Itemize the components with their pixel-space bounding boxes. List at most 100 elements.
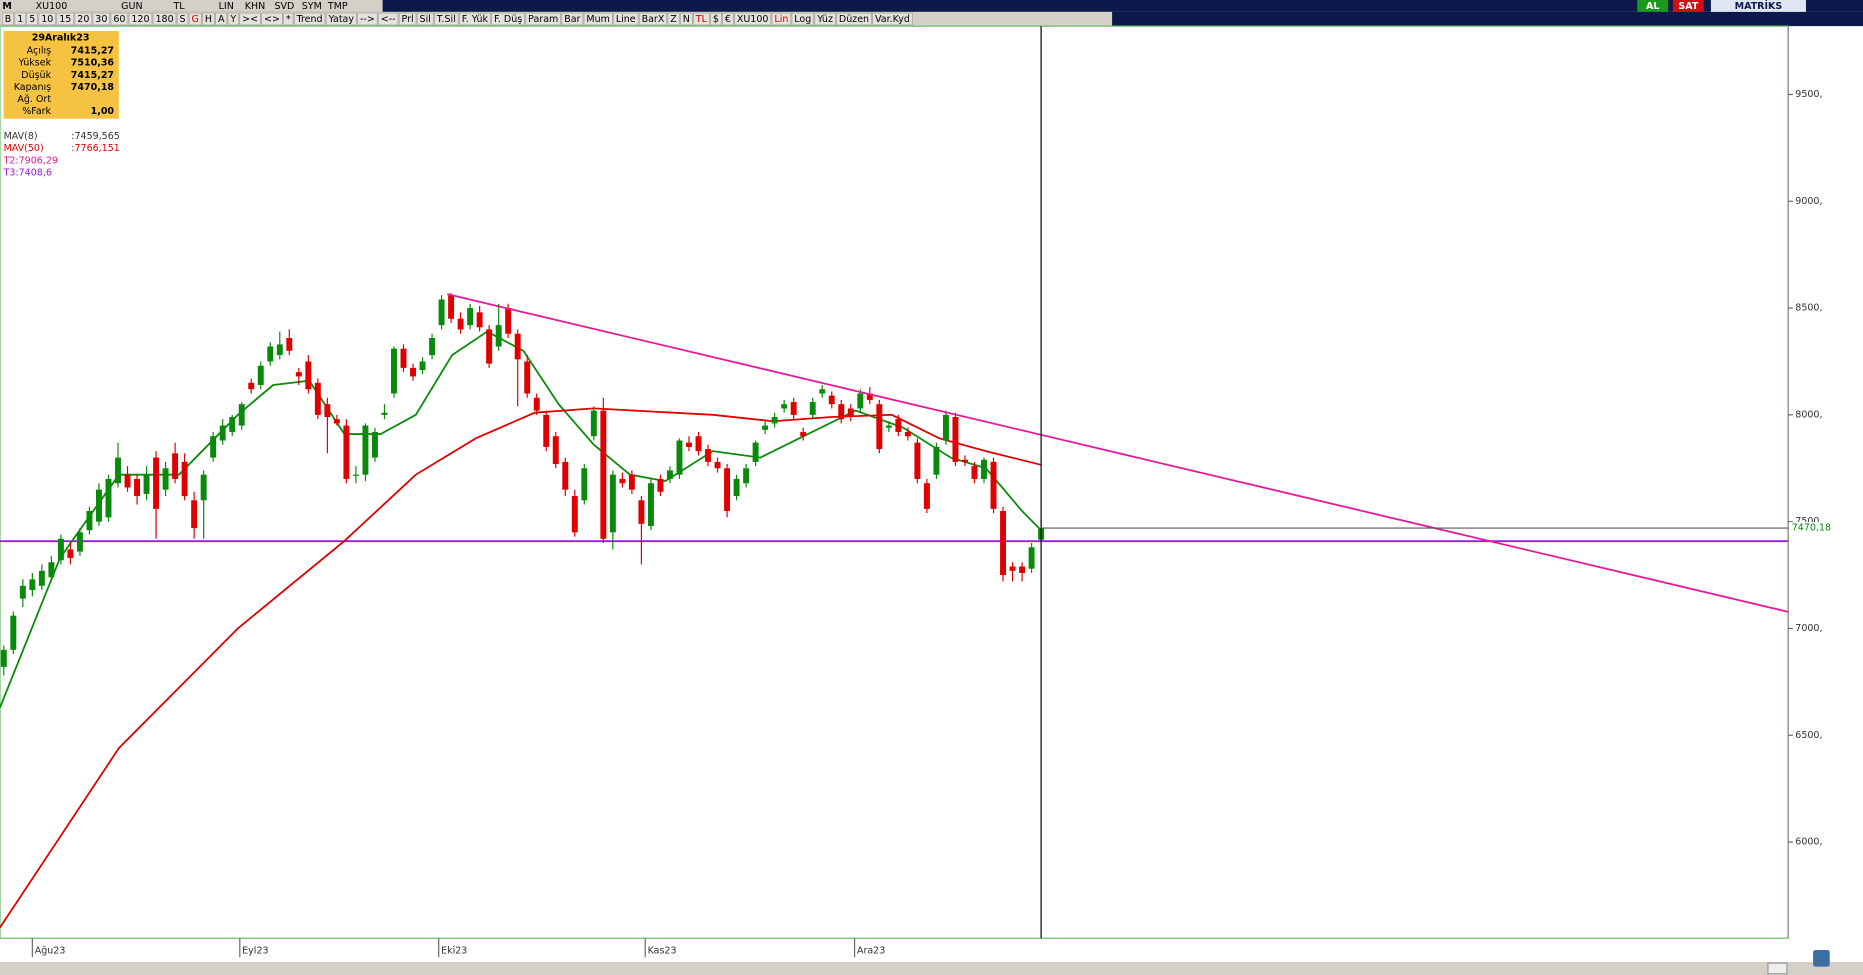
toolbar-button[interactable]: Bar [564,14,580,25]
toolbar-button[interactable]: Yatay [328,14,355,25]
toolbar-button[interactable]: LIN [219,1,234,12]
toolbar-button[interactable]: * [286,14,291,25]
toolbar-action-bg[interactable] [1672,0,1704,12]
toolbar-button-bg[interactable] [416,12,434,26]
toolbar-button-bg[interactable] [239,12,261,26]
toolbar-button[interactable]: H [205,14,212,25]
toolbar-button-bg[interactable] [293,12,326,26]
refresh-icon[interactable] [1813,950,1830,967]
toolbar-button-bg[interactable] [734,12,772,26]
toolbar-button-bg[interactable] [872,12,913,26]
toolbar-button-bg[interactable] [357,12,378,26]
toolbar-button-bg[interactable] [722,12,734,26]
toolbar-button[interactable]: Y [229,14,236,25]
toolbar-button[interactable]: Lin [774,14,788,25]
toolbar-button[interactable]: A [218,14,225,25]
scroll-button[interactable] [1767,962,1788,975]
toolbar-button[interactable]: T.Sil [436,14,456,25]
toolbar-button[interactable]: M [2,1,11,12]
toolbar-button-bg[interactable] [2,12,14,26]
toolbar-button-bg[interactable] [38,12,56,26]
toolbar-button-bg[interactable] [152,12,177,26]
toolbar-button[interactable]: TL [695,14,708,25]
toolbar-button-bg[interactable] [836,12,872,26]
toolbar-button-bg[interactable] [202,12,215,26]
toolbar-button[interactable]: 20 [77,14,89,25]
toolbar-button[interactable]: F. Yük [462,14,489,25]
toolbar-button-bg[interactable] [74,12,93,26]
toolbar-button-bg[interactable] [667,12,680,26]
toolbar-button-bg[interactable] [680,12,693,26]
toolbar-button-bg[interactable] [56,12,75,26]
toolbar-button[interactable]: XU100 [36,1,68,12]
toolbar-button[interactable]: GUN [121,1,142,12]
toolbar-button-bg[interactable] [434,12,459,26]
toolbar-button[interactable]: Param [528,14,558,25]
toolbar-button[interactable]: Sil [420,14,431,25]
toolbar-button-bg[interactable] [459,12,491,26]
toolbar-button-bg[interactable] [188,12,202,26]
toolbar-button[interactable]: SVD [274,1,294,12]
toolbar-button[interactable]: TMP [327,1,348,12]
toolbar-button[interactable]: <> [264,14,280,25]
toolbar-button[interactable]: Z [670,14,677,25]
toolbar-button[interactable]: 120 [131,14,149,25]
toolbar-button-bg[interactable] [227,12,239,26]
toolbar-button[interactable]: Prl [402,14,414,25]
toolbar-button[interactable]: 15 [59,14,71,25]
toolbar-button[interactable]: 180 [155,14,173,25]
toolbar-button[interactable]: Yüz [816,14,833,25]
toolbar-action[interactable]: AL [1646,1,1659,12]
toolbar-button-bg[interactable] [283,12,294,26]
toolbar-button-bg[interactable] [261,12,283,26]
toolbar-button-bg[interactable] [215,12,228,26]
toolbar-button[interactable]: B [5,14,12,25]
toolbar-button-bg[interactable] [638,12,668,26]
toolbar-button-bg[interactable] [561,12,584,26]
toolbar-button[interactable]: Trend [296,14,323,25]
toolbar-button-bg[interactable] [128,12,153,26]
toolbar-button[interactable]: $ [713,14,719,25]
toolbar-button[interactable]: 30 [95,14,107,25]
toolbar-button-bg[interactable] [92,12,111,26]
toolbar-button-bg[interactable] [693,12,710,26]
toolbar-button[interactable]: <-- [381,14,396,25]
toolbar-button-bg[interactable] [771,12,792,26]
toolbar-button[interactable]: G [192,14,199,25]
toolbar-button[interactable]: KHN [245,1,265,12]
toolbar-button-bg[interactable] [325,12,357,26]
toolbar-button-bg[interactable] [583,12,613,26]
toolbar-button[interactable]: 5 [29,14,35,25]
toolbar-button-bg[interactable] [814,12,836,26]
toolbar-action-bg[interactable] [1637,0,1669,12]
toolbar-button[interactable]: --> [360,14,375,25]
toolbar-button[interactable]: S [180,14,186,25]
toolbar-button[interactable]: TL [172,1,185,12]
toolbar-button[interactable]: Düzen [839,14,869,25]
toolbar-button-bg[interactable] [378,12,399,26]
toolbar-button-bg[interactable] [176,12,189,26]
toolbar-button-bg[interactable] [398,12,417,26]
toolbar-button[interactable]: F. Düş [494,14,522,25]
toolbar-button-bg[interactable] [525,12,561,26]
toolbar-button[interactable]: >< [242,14,258,25]
toolbar-button[interactable]: BarX [642,14,665,25]
toolbar-button[interactable]: Line [616,14,636,25]
toolbar-button[interactable]: Mum [586,14,609,25]
toolbar-button[interactable]: XU100 [737,14,769,25]
toolbar-button[interactable]: Log [794,14,811,25]
toolbar-button-bg[interactable] [491,12,525,26]
toolbar-button-bg[interactable] [710,12,722,26]
toolbar-button-bg[interactable] [791,12,814,26]
toolbar-button[interactable]: SYM [302,1,322,12]
toolbar-button[interactable]: N [683,14,690,25]
toolbar-button[interactable]: € [725,14,731,25]
toolbar-button[interactable]: 10 [41,14,53,25]
toolbar-button[interactable]: 60 [113,14,125,25]
toolbar-button-bg[interactable] [110,12,129,26]
toolbar-button-bg[interactable] [613,12,639,26]
toolbar-button-bg[interactable] [14,12,26,26]
toolbar-action[interactable]: SAT [1678,1,1698,12]
toolbar-button-bg[interactable] [26,12,38,26]
toolbar-button[interactable]: Var.Kyd [875,14,910,25]
